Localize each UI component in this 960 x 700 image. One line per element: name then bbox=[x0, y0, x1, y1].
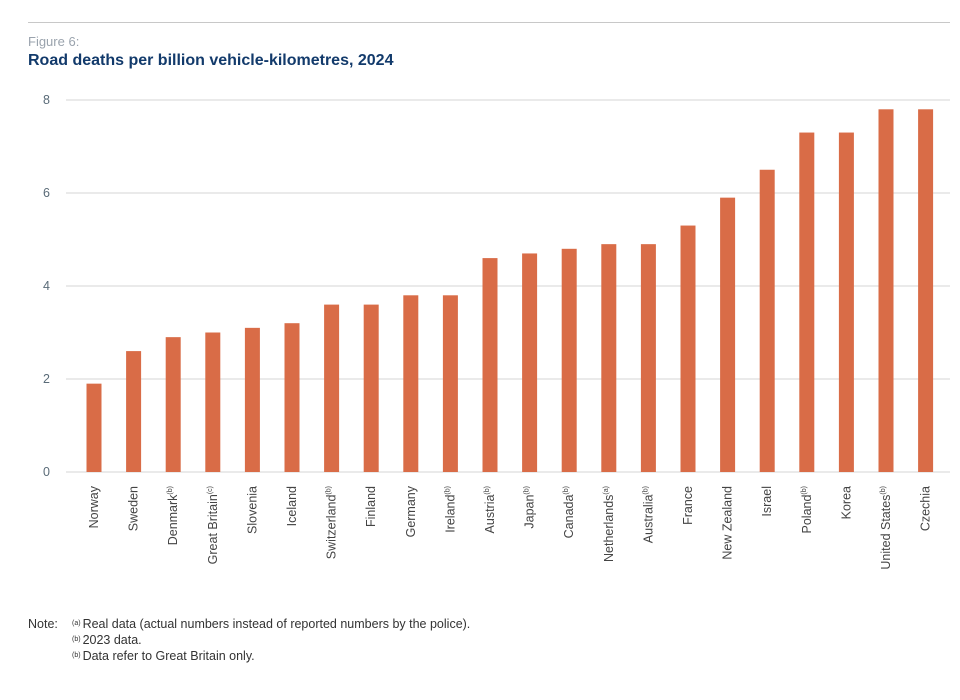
y-tick-label: 6 bbox=[43, 186, 50, 200]
y-tick-label: 8 bbox=[43, 93, 50, 107]
x-tick-label: Israel bbox=[760, 486, 774, 517]
x-tick-label: Finland bbox=[364, 486, 378, 527]
x-tick-label: France bbox=[681, 486, 695, 525]
bar-japan bbox=[522, 253, 538, 472]
x-tick-label: United States(b) bbox=[879, 486, 893, 570]
bar-ireland bbox=[442, 295, 458, 472]
x-tick-label-text: Poland bbox=[800, 495, 814, 534]
bar-poland bbox=[799, 132, 815, 473]
x-tick-label: Iceland bbox=[285, 486, 299, 526]
x-tick-label: Germany bbox=[404, 485, 418, 537]
x-tick-label-note: (b) bbox=[524, 486, 531, 495]
x-tick-label-note: (b) bbox=[484, 486, 491, 495]
x-tick-label-text: Australia bbox=[641, 495, 655, 544]
x-tick-label: Great Britain(c) bbox=[206, 486, 220, 564]
x-tick-label-text: Norway bbox=[87, 485, 101, 528]
note-3-mark: (b) bbox=[72, 652, 81, 659]
note-3: (b) Data refer to Great Britain only. bbox=[72, 648, 255, 664]
x-tick-label-note: (c) bbox=[207, 486, 214, 494]
x-tick-label: Korea bbox=[839, 486, 853, 519]
note-3-text: Data refer to Great Britain only. bbox=[82, 649, 255, 663]
note-1: (a) Real data (actual numbers instead of … bbox=[72, 616, 470, 632]
x-tick-label-text: Slovenia bbox=[245, 486, 259, 534]
note-1-mark: (a) bbox=[72, 620, 81, 627]
bar-germany bbox=[403, 295, 419, 472]
x-tick-label-text: Czechia bbox=[919, 486, 933, 531]
bar-sweden bbox=[126, 351, 142, 472]
note-2-mark: (b) bbox=[72, 636, 81, 643]
x-tick-label-text: Korea bbox=[839, 486, 853, 519]
bar-switzerland bbox=[324, 304, 340, 472]
bar-united-states bbox=[878, 109, 894, 473]
note-1-text: Real data (actual numbers instead of rep… bbox=[82, 617, 471, 631]
x-tick-label: Norway bbox=[87, 485, 101, 528]
x-tick-label-note: (b) bbox=[326, 486, 333, 495]
x-tick-label: Netherlands(a) bbox=[602, 486, 616, 562]
x-tick-label-text: France bbox=[681, 486, 695, 525]
x-tick-label: Poland(b) bbox=[800, 486, 814, 534]
bar-canada bbox=[561, 248, 577, 472]
note-heading: Note: bbox=[28, 617, 58, 631]
x-tick-label: Denmark(b) bbox=[166, 486, 180, 545]
x-tick-label-text: Israel bbox=[760, 486, 774, 517]
bar-netherlands bbox=[601, 244, 617, 472]
x-tick-label: Australia(b) bbox=[641, 486, 655, 543]
x-tick-label: Czechia bbox=[919, 486, 933, 531]
x-tick-label-text: Germany bbox=[404, 485, 418, 537]
x-tick-label-text: Denmark bbox=[166, 494, 180, 545]
x-tick-label: Sweden bbox=[127, 486, 141, 531]
x-tick-label-text: Switzerland bbox=[325, 495, 339, 560]
x-tick-label-note: (b) bbox=[444, 486, 451, 495]
bar-korea bbox=[838, 132, 854, 473]
bar-france bbox=[680, 225, 696, 472]
bar-denmark bbox=[165, 337, 181, 472]
bar-norway bbox=[86, 383, 102, 472]
x-tick-label: Austria(b) bbox=[483, 486, 497, 533]
x-tick-label-text: Ireland bbox=[443, 495, 457, 533]
x-tick-label-text: Japan bbox=[523, 495, 537, 529]
y-tick-label: 4 bbox=[43, 279, 50, 293]
x-tick-label: Switzerland(b) bbox=[325, 486, 339, 559]
x-tick-label: Slovenia bbox=[245, 486, 259, 534]
bar-finland bbox=[363, 304, 379, 472]
x-tick-label-note: (b) bbox=[167, 486, 174, 495]
x-tick-label-text: Iceland bbox=[285, 486, 299, 526]
x-tick-label-text: United States bbox=[879, 495, 893, 570]
note-2-text: 2023 data. bbox=[82, 633, 142, 647]
x-tick-label-note: (b) bbox=[642, 486, 649, 495]
bar-australia bbox=[640, 244, 656, 472]
x-tick-label: Canada(b) bbox=[562, 486, 576, 538]
x-tick-label-text: Canada bbox=[562, 495, 576, 539]
y-tick-label: 2 bbox=[43, 372, 50, 386]
bar-austria bbox=[482, 258, 498, 472]
x-tick-label-text: Netherlands bbox=[602, 495, 616, 562]
x-tick-label-note: (b) bbox=[801, 486, 808, 495]
bar-new-zealand bbox=[720, 197, 736, 472]
x-tick-label-text: Finland bbox=[364, 486, 378, 527]
x-tick-label: New Zealand bbox=[721, 486, 735, 560]
x-tick-label: Ireland(b) bbox=[443, 486, 457, 533]
top-divider bbox=[28, 22, 950, 23]
x-tick-label-note: (b) bbox=[563, 486, 570, 495]
bar-iceland bbox=[284, 323, 300, 472]
x-tick-label-text: Great Britain bbox=[206, 494, 220, 564]
x-tick-label: Japan(b) bbox=[523, 486, 537, 529]
bar-great-britain bbox=[205, 332, 221, 472]
bar-czechia bbox=[918, 109, 934, 473]
bar-slovenia bbox=[244, 327, 260, 472]
figure-label: Figure 6: bbox=[28, 34, 80, 49]
note-2: (b) 2023 data. bbox=[72, 632, 142, 648]
x-tick-label-text: New Zealand bbox=[721, 486, 735, 560]
x-tick-label-note: (b) bbox=[880, 486, 887, 495]
bar-israel bbox=[759, 169, 775, 472]
y-tick-label: 0 bbox=[43, 465, 50, 479]
x-tick-label-text: Sweden bbox=[127, 486, 141, 531]
x-tick-label-note: (a) bbox=[603, 486, 610, 495]
x-tick-label-text: Austria bbox=[483, 495, 497, 534]
figure-title: Road deaths per billion vehicle-kilometr… bbox=[28, 52, 394, 69]
